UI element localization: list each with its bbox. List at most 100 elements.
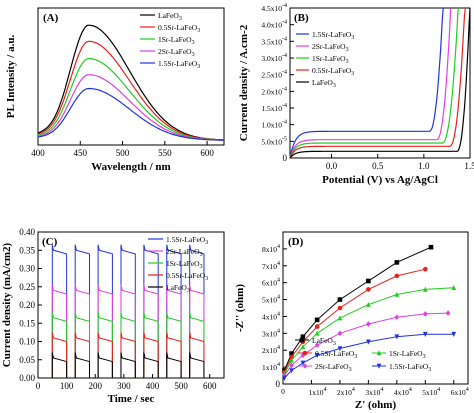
x-tick-label: 450	[74, 148, 88, 158]
data-point	[314, 330, 320, 336]
legend-label: 1.5Sr-LaFeO3	[158, 59, 200, 70]
legend-label: 0.5Sr-LaFeO3	[166, 271, 208, 282]
legend-label: 0.5Sr-LaFeO3	[158, 23, 200, 34]
data-point	[289, 362, 294, 369]
panel-b: (B) 0.0 0.5 1.0 1.5 0 5.0x10-5 1.0x10-4 1.5x10-4…	[238, 3, 474, 186]
y-tick-label: 0.35	[19, 245, 35, 255]
y-axis-title: -Z'' (ohm)	[234, 284, 246, 332]
series-line	[283, 268, 426, 373]
legend-label: 1Sr-LaFeO3	[312, 54, 349, 65]
x-tick-label: 300	[117, 381, 131, 391]
x-tick-label: 550	[158, 148, 172, 158]
panel-d: (D) 0 1x104 2x104 3x104 4x104 5x104 6x104 0 1x104…	[234, 231, 469, 411]
legend-label: LaFeO3	[312, 336, 336, 347]
data-point	[289, 357, 294, 363]
series-line	[38, 332, 224, 379]
data-point	[300, 352, 306, 359]
legend-label: 1.5Sr-LaFeO3	[312, 30, 354, 41]
data-point	[314, 352, 320, 359]
data-point	[366, 339, 371, 345]
data-point	[302, 363, 308, 369]
y-tick-label: 0	[283, 153, 288, 163]
x-tick-label: 0	[36, 381, 41, 391]
x-tick-label: 4x104	[394, 387, 412, 397]
data-point	[299, 337, 305, 343]
y-tick-label: 0.05	[19, 355, 35, 365]
x-tick-label: 500	[116, 148, 130, 158]
panel-b-frame	[289, 7, 471, 159]
legend-label: 1.5Sr-LaFeO3	[166, 235, 208, 246]
data-point	[376, 363, 382, 369]
series-line	[38, 312, 224, 379]
legend-label: 1Sr-LaFeO3	[166, 259, 203, 270]
data-point	[445, 310, 451, 316]
y-tick-label: 2.5x10-4	[261, 70, 287, 80]
y-axis-title: Current density / A.cm-2	[238, 24, 250, 141]
series-line	[37, 40, 224, 141]
legend-label: 2Sr-LaFeO3	[312, 42, 349, 53]
data-point	[366, 321, 371, 327]
y-tick-label: 5.0x10-5	[261, 136, 287, 146]
legend-label: 0.5Sr-LaFeO3	[315, 349, 357, 360]
panel-a: (A) 400 450 500 550 600 Wavelength / nm PL Inte…	[5, 7, 225, 173]
data-point	[423, 286, 428, 292]
data-point	[282, 375, 287, 381]
x-tick-label: 2x104	[337, 387, 355, 397]
y-tick-label: 3x104	[262, 328, 280, 338]
data-point	[428, 244, 434, 250]
y-tick-label: 0.30	[19, 264, 35, 274]
data-point	[366, 301, 371, 307]
series-line	[289, 7, 445, 159]
x-tick-label: 1.5	[464, 161, 474, 171]
y-tick-label: 4.0x10-4	[261, 20, 287, 30]
series-line	[289, 7, 471, 159]
data-point	[376, 350, 382, 356]
series-line	[37, 87, 224, 141]
y-tick-label: 1x104	[262, 362, 280, 372]
data-point	[451, 331, 457, 337]
data-point	[302, 350, 308, 356]
x-tick-label: 0.5	[372, 161, 384, 171]
data-point	[289, 354, 294, 360]
data-point	[314, 324, 320, 329]
data-point	[289, 351, 294, 356]
data-point	[300, 360, 306, 366]
data-point	[337, 305, 343, 311]
data-point	[366, 287, 371, 292]
x-tick-label: 600	[200, 148, 214, 158]
data-point	[300, 334, 306, 340]
data-point	[394, 334, 400, 340]
legend-label: 2Sr-LaFeO3	[315, 362, 352, 373]
y-tick-label: 0.20	[19, 300, 35, 310]
y-tick-label: 8x104	[262, 244, 280, 254]
data-point	[337, 346, 343, 352]
x-tick-label: 1.0	[418, 161, 430, 171]
data-point	[451, 284, 457, 291]
series-line	[283, 287, 454, 375]
x-tick-label: 400	[31, 148, 45, 158]
y-tick-label: 4.5x10-4	[261, 3, 287, 13]
y-tick-label: 0.10	[19, 337, 35, 347]
x-tick-label: 0.0	[326, 161, 338, 171]
x-tick-label: 3x104	[365, 387, 383, 397]
series-line	[37, 24, 224, 141]
y-tick-label: 3.0x10-4	[261, 53, 287, 63]
panel-d-frame	[282, 231, 469, 385]
y-tick-label: 2.0x10-4	[261, 86, 287, 96]
data-point	[423, 266, 428, 272]
y-tick-label: 0.00	[19, 373, 35, 383]
legend-label: LaFeO3	[312, 78, 336, 89]
y-tick-label: 2x104	[262, 345, 280, 355]
panel-a-frame	[37, 7, 225, 146]
series-line	[289, 7, 453, 159]
legend-label: 2Sr-LaFeO3	[166, 247, 203, 258]
legend-label: LaFeO3	[158, 11, 182, 22]
data-point	[337, 315, 343, 321]
series-line	[289, 7, 460, 159]
series-line	[38, 284, 224, 379]
x-tick-label: 500	[174, 381, 188, 391]
y-tick-label: 3.5x10-4	[261, 36, 287, 46]
y-tick-label: 1.0x10-4	[261, 120, 287, 130]
series-line	[289, 7, 466, 159]
data-point	[394, 273, 400, 279]
